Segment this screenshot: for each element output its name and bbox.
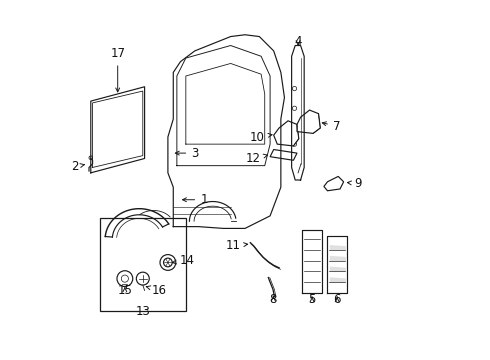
Text: 5: 5	[308, 293, 316, 306]
Polygon shape	[270, 149, 297, 160]
Text: 16: 16	[146, 284, 167, 297]
Text: 12: 12	[246, 152, 268, 165]
Text: 11: 11	[226, 239, 247, 252]
Polygon shape	[324, 176, 343, 191]
Text: 4: 4	[294, 35, 302, 48]
Text: 8: 8	[270, 293, 277, 306]
Text: 13: 13	[135, 306, 150, 319]
Text: 1: 1	[182, 193, 208, 206]
Text: 10: 10	[250, 131, 272, 144]
Text: 6: 6	[333, 293, 341, 306]
Bar	[100, 218, 186, 311]
Text: 9: 9	[347, 177, 362, 190]
Text: 7: 7	[322, 120, 341, 133]
Text: 14: 14	[172, 254, 195, 267]
Text: 2: 2	[71, 160, 84, 173]
Polygon shape	[297, 110, 320, 134]
Text: 15: 15	[118, 284, 132, 297]
Text: 3: 3	[175, 147, 198, 159]
Text: 17: 17	[110, 47, 125, 92]
Polygon shape	[274, 121, 299, 146]
